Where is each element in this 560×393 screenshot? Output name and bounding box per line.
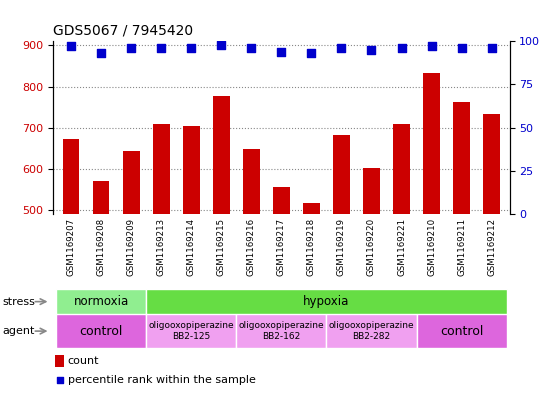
Bar xyxy=(417,314,507,348)
Bar xyxy=(63,139,80,214)
Point xyxy=(427,43,436,50)
Point xyxy=(67,43,76,50)
Bar xyxy=(56,314,146,348)
Point xyxy=(397,45,406,51)
Text: GSM1169216: GSM1169216 xyxy=(247,218,256,276)
Text: control: control xyxy=(440,325,483,338)
Point xyxy=(217,42,226,48)
Bar xyxy=(326,314,417,348)
Bar xyxy=(55,355,64,367)
Bar xyxy=(483,114,500,214)
Text: stress: stress xyxy=(3,297,36,307)
Point xyxy=(277,48,286,55)
Bar xyxy=(393,124,410,214)
Point xyxy=(187,45,196,51)
Bar xyxy=(123,151,139,214)
Bar xyxy=(146,289,507,314)
Text: GSM1169218: GSM1169218 xyxy=(307,218,316,276)
Text: GSM1169214: GSM1169214 xyxy=(187,218,196,276)
Text: GSM1169209: GSM1169209 xyxy=(127,218,136,276)
Bar xyxy=(236,314,326,348)
Bar xyxy=(333,135,349,214)
Text: GSM1169210: GSM1169210 xyxy=(427,218,436,276)
Point xyxy=(157,45,166,51)
Text: GSM1169219: GSM1169219 xyxy=(337,218,346,276)
Text: GSM1169207: GSM1169207 xyxy=(67,218,76,276)
Text: GSM1169212: GSM1169212 xyxy=(487,218,496,276)
Text: oligooxopiperazine
BB2-125: oligooxopiperazine BB2-125 xyxy=(148,321,234,341)
Text: normoxia: normoxia xyxy=(73,295,129,308)
Point xyxy=(55,377,64,384)
Text: oligooxopiperazine
BB2-162: oligooxopiperazine BB2-162 xyxy=(239,321,324,341)
Bar xyxy=(363,168,380,214)
Point xyxy=(337,45,346,51)
Text: GSM1169208: GSM1169208 xyxy=(97,218,106,276)
Point xyxy=(97,50,106,57)
Bar xyxy=(93,181,110,214)
Text: count: count xyxy=(68,356,99,366)
Bar xyxy=(213,95,230,214)
Point xyxy=(127,45,136,51)
Text: hypoxia: hypoxia xyxy=(304,295,349,308)
Text: GSM1169217: GSM1169217 xyxy=(277,218,286,276)
Text: control: control xyxy=(80,325,123,338)
Text: oligooxopiperazine
BB2-282: oligooxopiperazine BB2-282 xyxy=(329,321,414,341)
Text: GSM1169221: GSM1169221 xyxy=(397,218,406,276)
Point xyxy=(367,47,376,53)
Bar xyxy=(153,124,170,214)
Bar xyxy=(243,149,260,214)
Point xyxy=(307,50,316,57)
Point xyxy=(247,45,256,51)
Bar xyxy=(453,102,470,214)
Bar xyxy=(273,187,290,214)
Text: GDS5067 / 7945420: GDS5067 / 7945420 xyxy=(53,23,193,37)
Bar xyxy=(56,289,146,314)
Point xyxy=(487,45,496,51)
Bar xyxy=(303,204,320,214)
Bar xyxy=(183,126,199,214)
Text: GSM1169220: GSM1169220 xyxy=(367,218,376,276)
Text: GSM1169213: GSM1169213 xyxy=(157,218,166,276)
Text: GSM1169211: GSM1169211 xyxy=(457,218,466,276)
Bar xyxy=(146,314,236,348)
Bar xyxy=(423,73,440,214)
Text: percentile rank within the sample: percentile rank within the sample xyxy=(68,375,256,386)
Text: GSM1169215: GSM1169215 xyxy=(217,218,226,276)
Text: agent: agent xyxy=(3,326,35,336)
Point xyxy=(457,45,466,51)
